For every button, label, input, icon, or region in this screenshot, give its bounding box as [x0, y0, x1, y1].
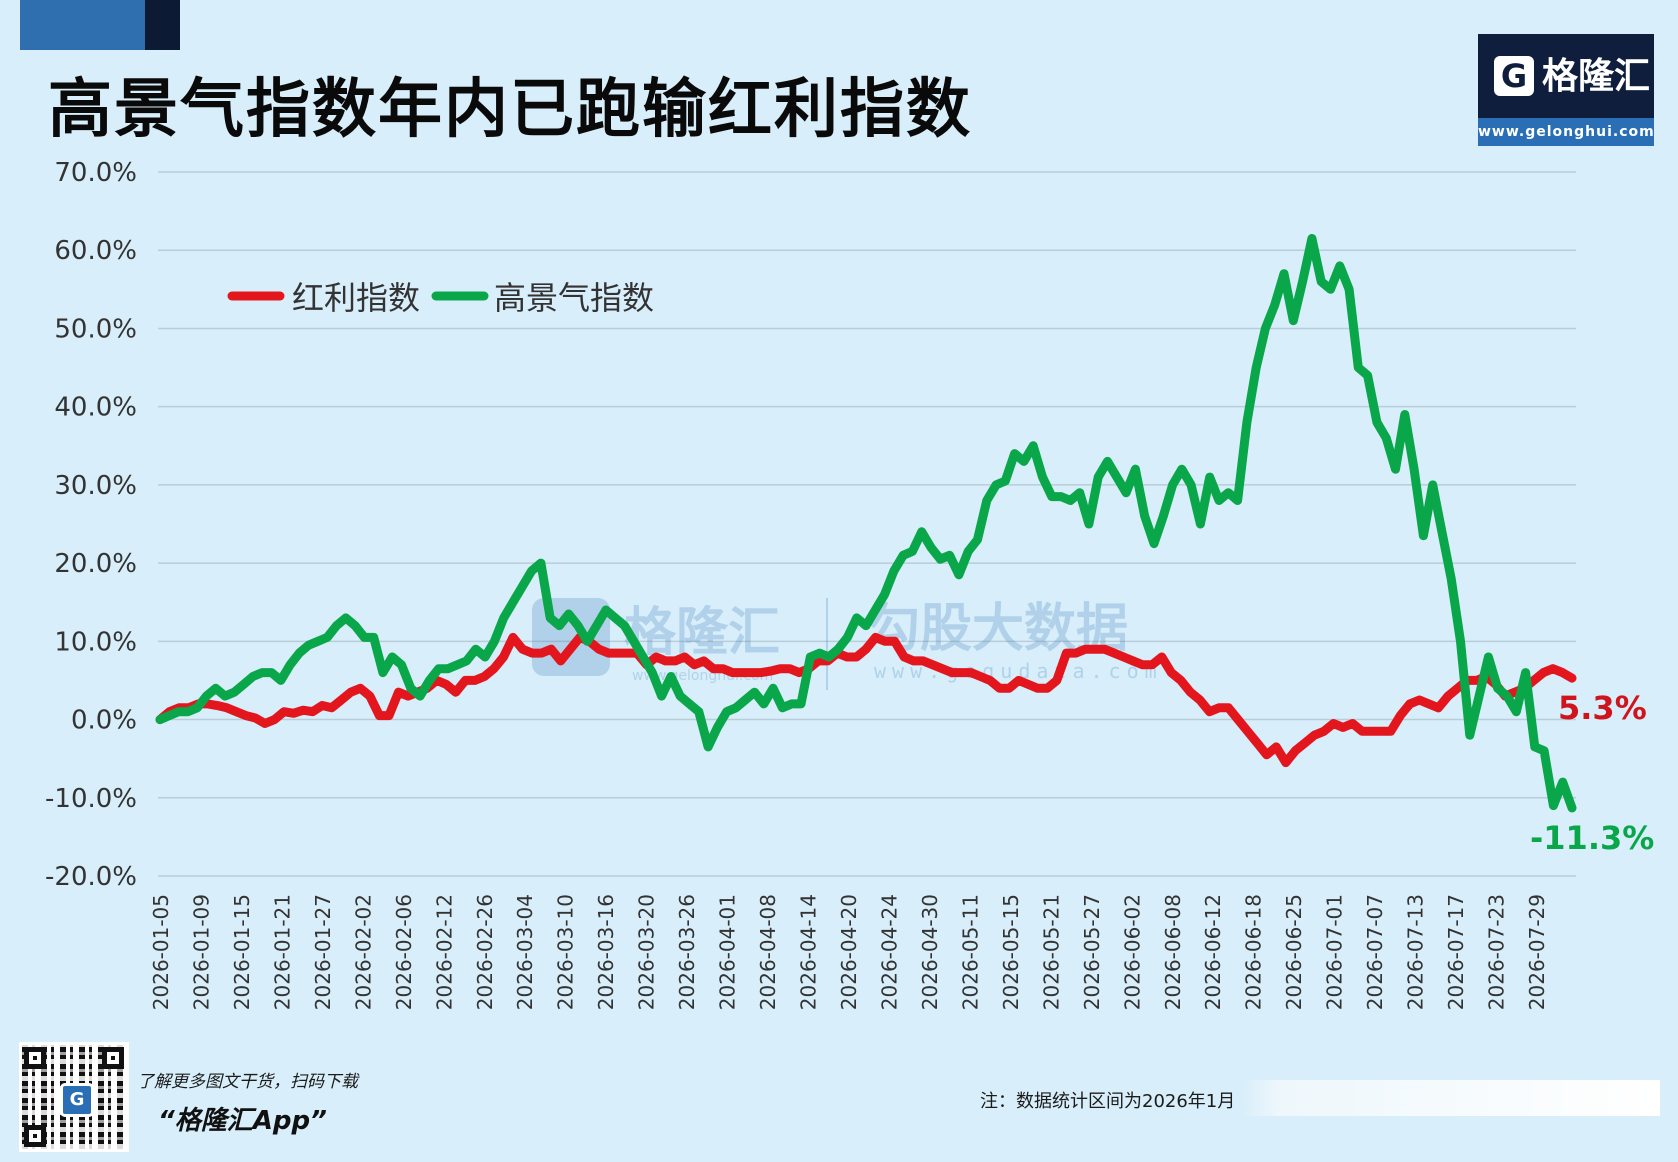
y-tick-label: -10.0% [45, 784, 137, 814]
x-tick-label: 2026-05-21 [1039, 894, 1063, 1010]
legend-label-high-boom: 高景气指数 [494, 279, 654, 317]
x-tick-label: 2026-01-27 [311, 894, 335, 1010]
x-tick-label: 2026-07-17 [1444, 894, 1468, 1010]
qr-finder-pattern [24, 1047, 46, 1069]
legend-label-dividend: 红利指数 [292, 279, 420, 317]
x-tick-label: 2026-03-16 [594, 894, 618, 1010]
y-tick-label: 70.0% [54, 158, 137, 188]
end-label-dividend: 5.3% [1558, 689, 1647, 727]
logo-g-icon: G [1494, 56, 1534, 96]
chart-legend: 红利指数 高景气指数 [227, 279, 654, 317]
y-tick-label: 60.0% [54, 236, 137, 266]
x-tick-label: 2026-06-25 [1282, 894, 1306, 1010]
x-tick-label: 2026-06-18 [1242, 894, 1266, 1010]
y-axis: 70.0% 60.0% 50.0% 40.0% 30.0% 20.0% 10.0% 0.0% -… [45, 158, 137, 892]
x-tick-label: 2026-01-15 [230, 894, 254, 1010]
qr-finder-pattern [102, 1047, 124, 1069]
series-line-dividend [155, 632, 1577, 768]
promo-text: 了解更多图文干货，扫码下载 [137, 1072, 358, 1092]
logo-url: www.gelonghui.com [1478, 118, 1654, 146]
x-tick-label: 2026-02-12 [432, 894, 456, 1010]
qr-logo-icon: G [60, 1083, 94, 1117]
x-tick-label: 2026-04-24 [877, 894, 901, 1010]
x-tick-label: 2026-04-14 [797, 894, 821, 1010]
x-tick-label: 2026-07-29 [1525, 894, 1549, 1010]
x-tick-label: 2026-02-06 [392, 894, 416, 1010]
corner-accent-bar-dark [145, 0, 180, 50]
chart-grid [158, 171, 1576, 877]
watermark-brand: 格隆汇 [624, 603, 780, 663]
x-tick-label: 2026-05-15 [999, 894, 1023, 1010]
qr-finder-pattern [24, 1125, 46, 1147]
end-label-high-boom: -11.3% [1530, 819, 1654, 857]
x-tick-label: 2026-01-05 [149, 894, 173, 1010]
x-tick-label: 2026-04-20 [837, 894, 861, 1010]
y-tick-label: 20.0% [54, 549, 137, 579]
x-tick-label: 2026-07-23 [1485, 894, 1509, 1010]
x-tick-label: 2026-03-26 [675, 894, 699, 1010]
y-tick-label: 50.0% [54, 314, 137, 344]
y-tick-label: 10.0% [54, 627, 137, 657]
brand-logo[interactable]: G 格隆汇 www.gelonghui.com [1478, 34, 1654, 146]
page-title: 高景气指数年内已跑输红利指数 [48, 73, 972, 147]
x-tick-label: 2026-07-13 [1404, 894, 1428, 1010]
y-tick-label: 0.0% [71, 706, 137, 736]
x-tick-label: 2026-03-20 [635, 894, 659, 1010]
x-tick-label: 2026-02-26 [473, 894, 497, 1010]
series-line-high-boom [155, 234, 1577, 813]
qr-code[interactable]: G [19, 1042, 129, 1152]
x-tick-label: 2026-01-21 [270, 894, 294, 1010]
logo-name: 格隆汇 [1542, 56, 1651, 97]
x-tick-label: 2026-01-09 [189, 894, 213, 1010]
x-axis: 2026-01-05 2026-01-09 2026-01-15 2026-01-21… [149, 894, 1549, 1010]
x-tick-label: 2026-06-08 [1161, 894, 1185, 1010]
footnote-fade-overlay [1240, 1080, 1660, 1116]
chart-series [155, 234, 1577, 813]
x-tick-label: 2026-03-10 [554, 894, 578, 1010]
x-tick-label: 2026-06-02 [1120, 894, 1144, 1010]
x-tick-label: 2026-04-08 [756, 894, 780, 1010]
y-tick-label: 40.0% [54, 393, 137, 423]
x-tick-label: 2026-06-12 [1201, 894, 1225, 1010]
footnote: 注：数据统计区间为2026年1月 [980, 1091, 1236, 1112]
y-tick-label: 30.0% [54, 471, 137, 501]
watermark-g-icon [532, 598, 610, 676]
app-name: “格隆汇App” [158, 1106, 327, 1136]
x-tick-label: 2026-05-11 [958, 894, 982, 1010]
x-tick-label: 2026-07-01 [1323, 894, 1347, 1010]
x-tick-label: 2026-03-04 [513, 894, 537, 1010]
y-tick-label: -20.0% [45, 862, 137, 892]
corner-accent-bar [20, 0, 145, 50]
x-tick-label: 2026-04-30 [918, 894, 942, 1010]
x-tick-label: 2026-02-02 [351, 894, 375, 1010]
x-tick-label: 2026-04-01 [716, 894, 740, 1010]
x-tick-label: 2026-05-27 [1080, 894, 1104, 1010]
x-tick-label: 2026-07-07 [1363, 894, 1387, 1010]
